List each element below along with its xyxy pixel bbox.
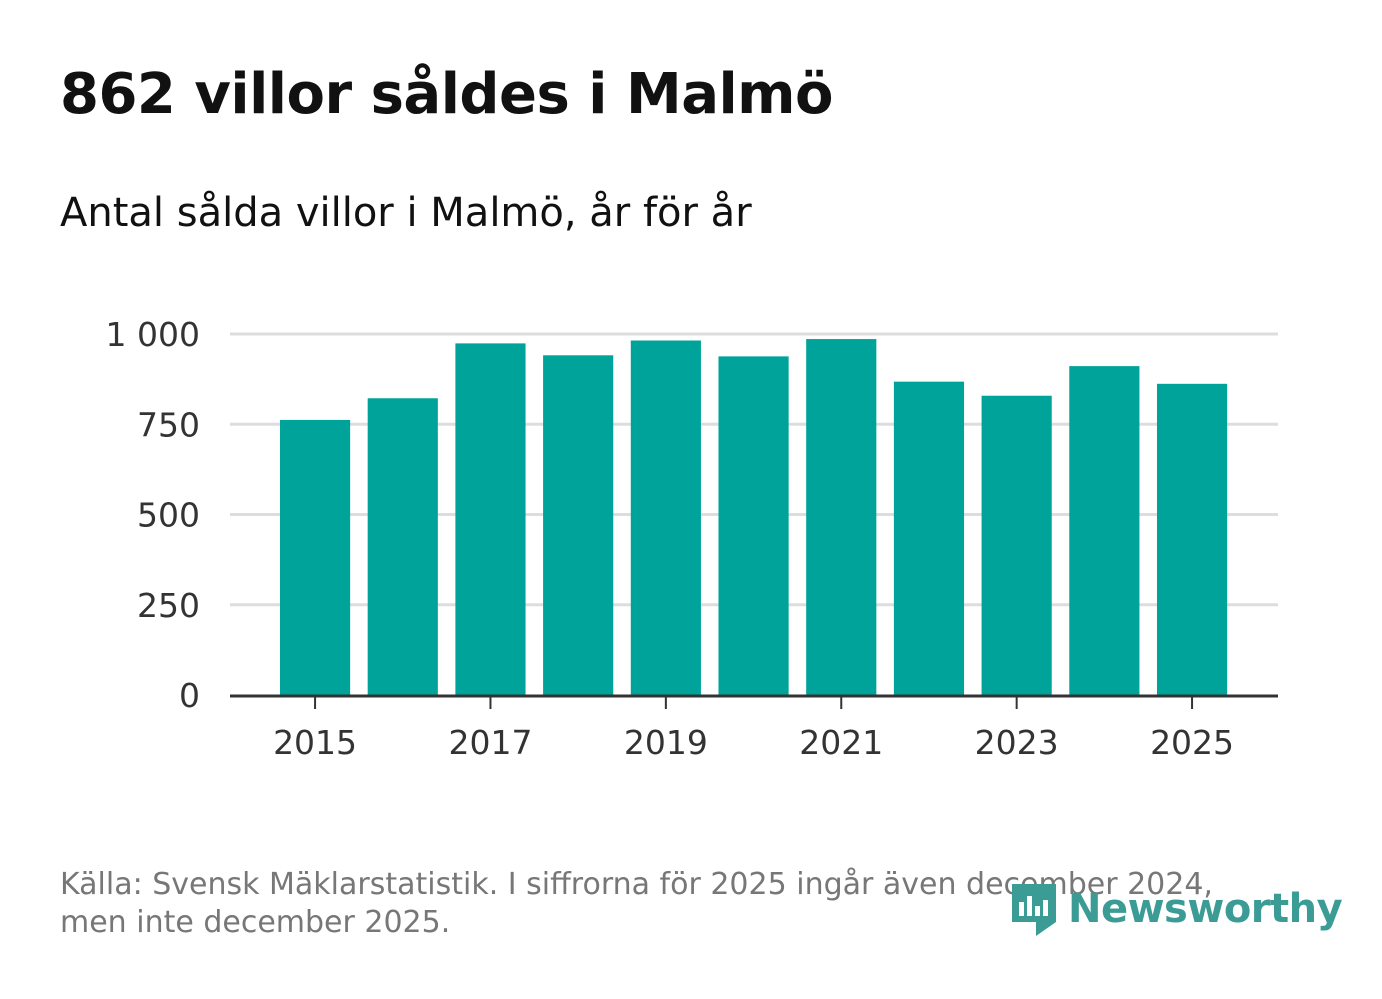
- x-tick-label: 2021: [799, 723, 883, 762]
- bar-2024: [1069, 366, 1140, 695]
- x-tick-label: 2023: [975, 723, 1059, 762]
- bar-2018: [543, 355, 614, 695]
- bar-2019: [630, 340, 701, 695]
- bars: [279, 339, 1228, 695]
- chart-title: 862 villor såldes i Malmö: [60, 62, 834, 127]
- newsworthy-logo: Newsworthy: [1010, 880, 1343, 938]
- source-line-2: men inte december 2025.: [60, 905, 451, 940]
- x-tick-label: 2025: [1150, 723, 1234, 762]
- y-tick-label: 750: [137, 405, 200, 444]
- bar-2025: [1156, 383, 1228, 695]
- newsworthy-logo-icon: [1012, 884, 1056, 936]
- y-tick-label: 1 000: [106, 315, 200, 354]
- chart-subtitle: Antal sålda villor i Malmö, år för år: [60, 190, 752, 236]
- y-tick-labels: 0 250 500 750 1 000: [106, 315, 200, 715]
- x-tick-label: 2015: [273, 723, 357, 762]
- bar-2016: [367, 398, 438, 695]
- bar-2021: [806, 339, 877, 695]
- bar-2015: [279, 419, 351, 695]
- x-axis: [230, 694, 1278, 709]
- x-tick-label: 2017: [448, 723, 532, 762]
- y-tick-label: 500: [137, 496, 200, 535]
- y-tick-label: 0: [179, 676, 200, 715]
- logo-text: Newsworthy: [1068, 886, 1343, 932]
- y-tick-label: 250: [137, 586, 200, 625]
- x-tick-label: 2019: [624, 723, 708, 762]
- bar-2017: [455, 343, 526, 695]
- bar-2022: [893, 381, 965, 695]
- bar-2020: [718, 356, 789, 695]
- bar-2023: [981, 395, 1052, 695]
- bar-chart: 0 250 500 750 1 000 2015 2017 2019 2021 2023 2025: [106, 315, 1278, 762]
- x-tick-labels: 2015 2017 2019 2021 2023 2025: [273, 723, 1234, 762]
